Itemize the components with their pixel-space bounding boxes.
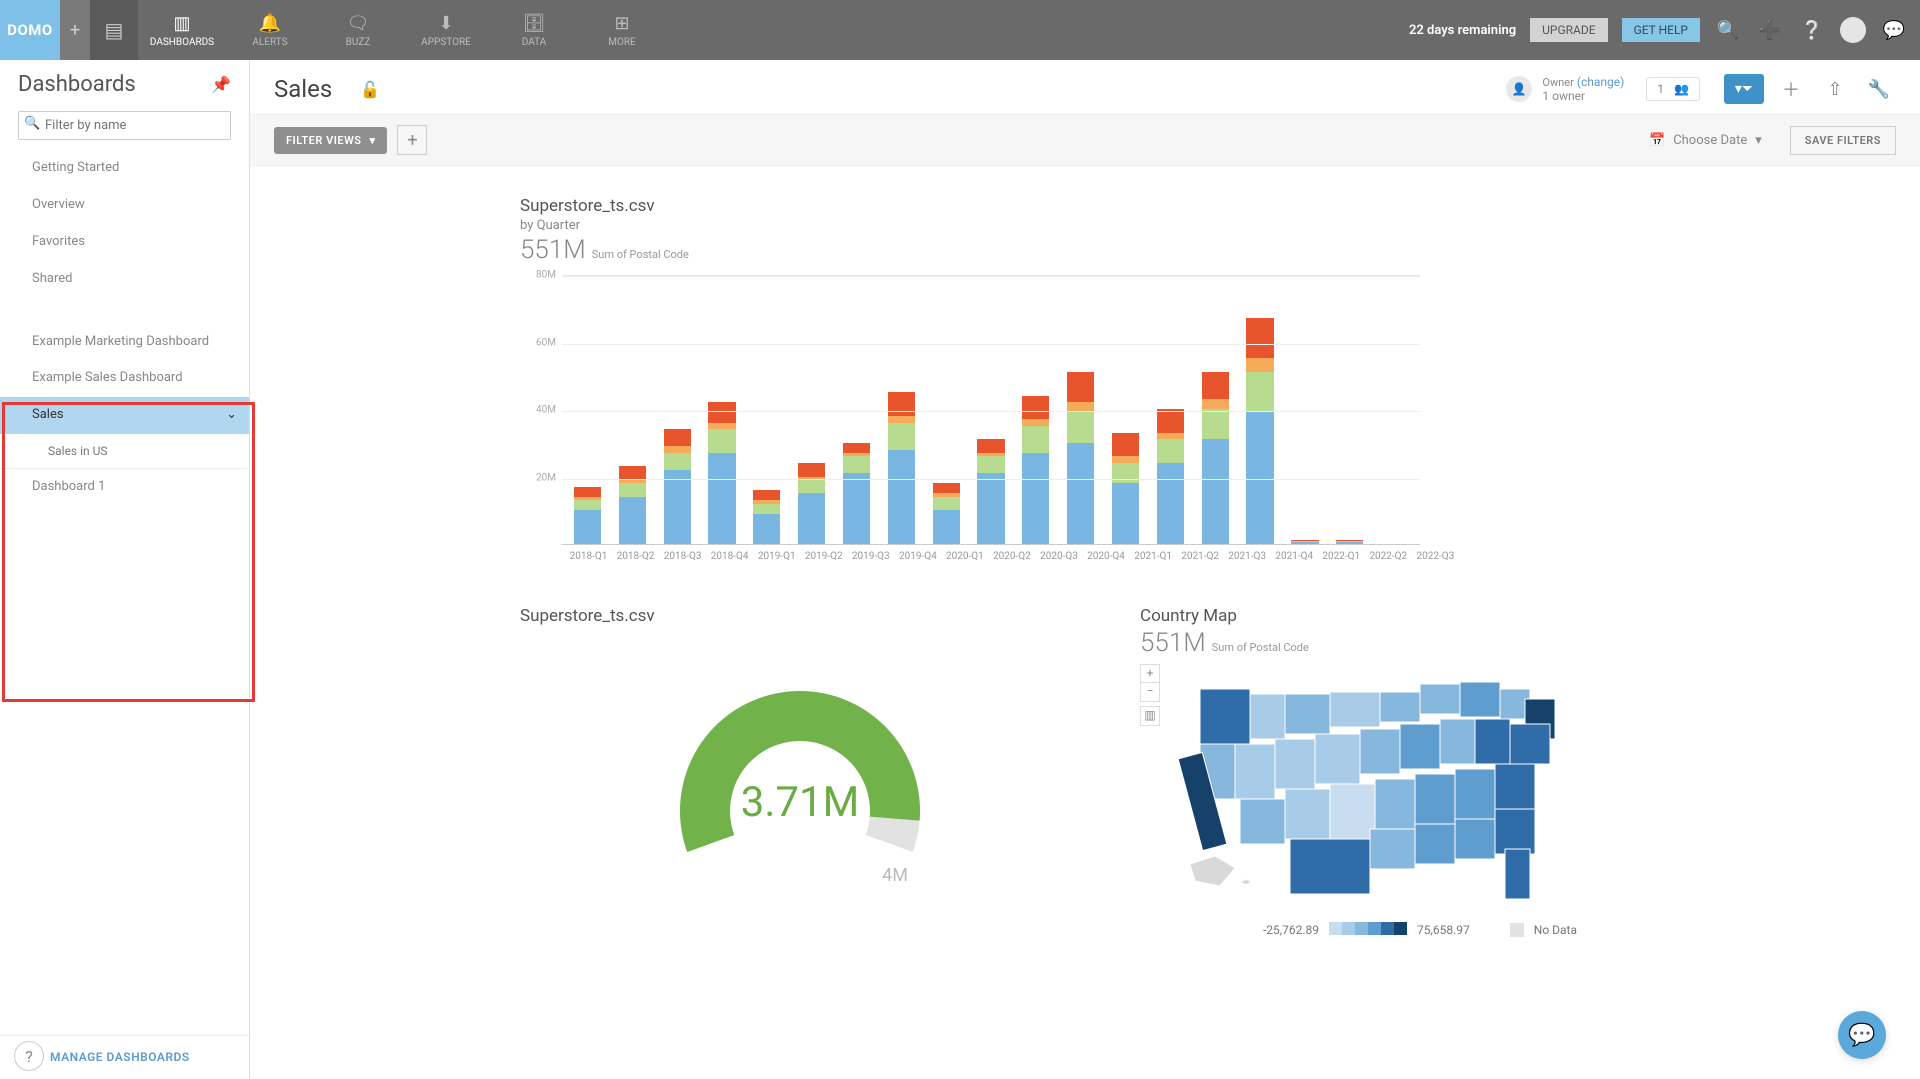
nav-appstore[interactable]: ⬇APPSTORE <box>402 0 490 60</box>
sidebar-item[interactable]: Example Marketing Dashboard <box>0 324 249 361</box>
chevron-down-icon: ▾ <box>1755 133 1762 148</box>
manage-dashboards-link[interactable]: MANAGE DASHBOARDS <box>50 1050 190 1064</box>
chart-metric: 551M <box>520 235 586 265</box>
filter-toolbar: FILTER VIEWS▾ + 📅 Choose Date ▾ SAVE FIL… <box>250 115 1920 166</box>
sidebar-item[interactable]: Example Sales Dashboard <box>0 360 249 397</box>
add-member-icon[interactable]: 👥 <box>1674 82 1689 96</box>
gauge-chart[interactable]: 3.71M 4M <box>650 646 950 906</box>
logo[interactable]: DOMO <box>0 0 60 60</box>
sidebar-item[interactable]: Getting Started <box>0 150 249 187</box>
gradient-swatch <box>1355 922 1368 935</box>
sidebar-search: 🔍 <box>18 111 231 140</box>
top-nav: DOMO + ▤ ▥DASHBOARDS🔔ALERTS🗨BUZZ⬇APPSTOR… <box>0 0 1920 60</box>
filter-views-button[interactable]: FILTER VIEWS▾ <box>274 127 387 154</box>
map-metric-label: Sum of Postal Code <box>1212 641 1309 654</box>
nav-alerts[interactable]: 🔔ALERTS <box>226 0 314 60</box>
dashboards-icon: ▥ <box>173 13 190 35</box>
chart-metric-label: Sum of Postal Code <box>592 248 689 261</box>
trial-remaining: 22 days remaining <box>1409 23 1516 38</box>
legend-min: -25,762.89 <box>1263 923 1319 937</box>
map-metric: 551M <box>1140 628 1206 658</box>
sidebar-item[interactable]: Overview <box>0 187 249 224</box>
chart-subtitle: by Quarter <box>520 218 1880 233</box>
main-content: Sales 🔓 👤 Owner (change) 1 owner 1 👥 ▾⏷ … <box>250 60 1920 1079</box>
gradient-swatch <box>1329 922 1342 935</box>
wrench-icon[interactable]: 🔧 <box>1862 74 1896 104</box>
map-title: Country Map <box>1140 606 1700 626</box>
lock-icon[interactable]: 🔓 <box>360 80 380 99</box>
pages-icon[interactable]: ▤ <box>90 0 138 60</box>
appstore-icon: ⬇ <box>438 13 453 35</box>
share-icon[interactable]: ⇧ <box>1818 74 1852 104</box>
owner-line: 1 owner <box>1542 89 1624 103</box>
sidebar-item[interactable]: Favorites <box>0 224 249 261</box>
add-page-button[interactable]: + <box>60 0 90 60</box>
owner-avatar: 👤 <box>1506 76 1532 102</box>
nav-dashboards[interactable]: ▥DASHBOARDS <box>138 0 226 60</box>
filter-button[interactable]: ▾⏷ <box>1724 74 1764 104</box>
nodata-label: No Data <box>1534 923 1577 937</box>
owner-label: Owner <box>1542 76 1573 89</box>
get-help-button[interactable]: GET HELP <box>1622 18 1700 42</box>
sidebar: Dashboards 📌 🔍 Getting StartedOverviewFa… <box>0 60 250 1079</box>
member-count: 1 <box>1657 82 1664 96</box>
map-card: Country Map 551MSum of Postal Code +− ▥ … <box>1140 606 1700 938</box>
save-filters-button[interactable]: SAVE FILTERS <box>1790 126 1896 155</box>
annotation-highlight-box <box>2 402 255 702</box>
sidebar-item[interactable]: Shared <box>0 261 249 298</box>
chat-icon[interactable]: 💬 <box>1880 16 1908 44</box>
gradient-swatch <box>1381 922 1394 935</box>
page-title: Sales <box>274 75 332 103</box>
page-header: Sales 🔓 👤 Owner (change) 1 owner 1 👥 ▾⏷ … <box>250 60 1920 115</box>
map-data-icon[interactable]: ▥ <box>1140 706 1160 726</box>
owner-change-link[interactable]: (change) <box>1577 75 1624 89</box>
search-icon: 🔍 <box>24 116 40 131</box>
filter-input[interactable] <box>18 111 231 140</box>
us-map[interactable] <box>1170 664 1570 904</box>
search-icon[interactable]: 🔍 <box>1714 16 1742 44</box>
sidebar-title: Dashboards <box>18 72 136 97</box>
add-icon[interactable]: ➕ <box>1756 16 1784 44</box>
add-card-icon[interactable]: ＋ <box>1774 74 1808 104</box>
help-icon[interactable]: ❔ <box>1798 16 1826 44</box>
data-icon: 🗄 <box>523 13 546 35</box>
calendar-icon: 📅 <box>1649 133 1665 148</box>
map-legend: -25,762.89 75,658.97 No Data <box>1140 922 1700 938</box>
gauge-max: 4M <box>882 865 908 886</box>
gauge-title: Superstore_ts.csv <box>520 606 1080 626</box>
nav-data[interactable]: 🗄DATA <box>490 0 578 60</box>
bar-chart-plot[interactable] <box>562 275 1420 545</box>
gradient-swatch <box>1394 922 1407 935</box>
upgrade-button[interactable]: UPGRADE <box>1530 18 1607 42</box>
gradient-swatch <box>1342 922 1355 935</box>
gauge-value: 3.71M <box>741 778 860 827</box>
avatar[interactable] <box>1840 17 1866 43</box>
alerts-icon: 🔔 <box>259 13 281 35</box>
nav-buzz[interactable]: 🗨BUZZ <box>314 0 402 60</box>
choose-date[interactable]: 📅 Choose Date ▾ <box>1641 129 1770 152</box>
nav-more[interactable]: ⊞MORE <box>578 0 666 60</box>
legend-max: 75,658.97 <box>1417 923 1470 937</box>
chevron-down-icon: ▾ <box>369 134 375 147</box>
help-bubble[interactable]: ? <box>14 1041 44 1071</box>
gradient-swatch <box>1368 922 1381 935</box>
map-zoom-control[interactable]: +− <box>1140 664 1160 702</box>
add-filter-button[interactable]: + <box>397 125 427 155</box>
buzz-icon: 🗨 <box>347 13 370 35</box>
nodata-swatch <box>1510 923 1524 937</box>
more-icon: ⊞ <box>614 13 629 35</box>
chart-title: Superstore_ts.csv <box>520 196 1880 216</box>
pin-icon[interactable]: 📌 <box>211 75 231 94</box>
gauge-card: Superstore_ts.csv 3.71M 4M <box>520 606 1080 938</box>
bar-chart-card: Superstore_ts.csv by Quarter 551M Sum of … <box>520 196 1880 562</box>
intercom-chat-button[interactable]: 💬 <box>1838 1011 1886 1059</box>
